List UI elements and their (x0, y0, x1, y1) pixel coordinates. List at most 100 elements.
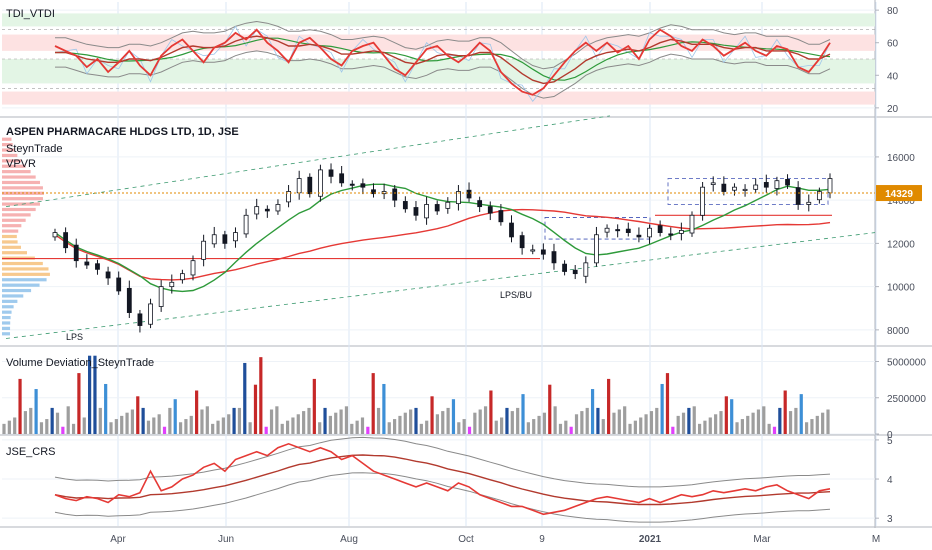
volume-bar[interactable] (628, 423, 632, 434)
volume-bar[interactable] (243, 362, 247, 434)
volume-bar[interactable] (788, 411, 793, 434)
last-price-tag[interactable] (876, 185, 922, 202)
volume-bar[interactable] (558, 423, 563, 434)
candle-body[interactable] (710, 182, 716, 185)
volume-bar[interactable] (821, 412, 825, 434)
volume-bar[interactable] (269, 409, 274, 434)
candle-body[interactable] (318, 169, 323, 197)
volume-bar[interactable] (50, 407, 54, 434)
candle-body[interactable] (190, 260, 196, 276)
volume-bar[interactable] (489, 390, 493, 435)
candle-body[interactable] (572, 269, 578, 275)
candle-body[interactable] (211, 234, 217, 245)
price-axis[interactable]: 8060402016000140001200010000800050000002… (875, 6, 926, 525)
volume-bar[interactable] (61, 426, 65, 434)
volume-bar[interactable] (285, 420, 290, 434)
volume-bar[interactable] (451, 399, 456, 434)
volume-bar[interactable] (312, 378, 316, 434)
volume-bar[interactable] (350, 423, 354, 434)
volume-bar[interactable] (275, 406, 279, 434)
volume-bar[interactable] (13, 417, 17, 434)
candle-body[interactable] (95, 263, 100, 270)
candle-body[interactable] (827, 178, 833, 194)
volume-bar[interactable] (516, 407, 520, 434)
volume-bar[interactable] (93, 355, 97, 434)
volume-bar[interactable] (799, 394, 803, 434)
volume-bar[interactable] (414, 407, 418, 434)
volume-bar[interactable] (564, 420, 568, 434)
candle-body[interactable] (445, 201, 451, 209)
candle-body[interactable] (264, 208, 270, 212)
candle-body[interactable] (487, 206, 493, 214)
volume-bar[interactable] (623, 406, 627, 434)
volume-bar[interactable] (253, 384, 258, 434)
volume-bar[interactable] (633, 420, 637, 434)
candle-body[interactable] (636, 234, 642, 238)
candle-body[interactable] (201, 240, 207, 260)
volume-bar[interactable] (665, 373, 670, 434)
volume-bar[interactable] (409, 409, 413, 434)
volume-bar[interactable] (510, 411, 514, 434)
candle-body[interactable] (254, 206, 260, 215)
candle-body[interactable] (169, 281, 175, 288)
volume-bar[interactable] (39, 422, 44, 434)
candle-body[interactable] (349, 183, 355, 186)
volume-bar[interactable] (360, 417, 365, 434)
volume-bar[interactable] (339, 409, 343, 434)
volume-bar[interactable] (500, 417, 504, 434)
volume-bar[interactable] (505, 407, 509, 434)
candle-body[interactable] (700, 186, 706, 216)
candle-body[interactable] (509, 222, 514, 238)
volume-bar[interactable] (419, 423, 423, 434)
candle-body[interactable] (148, 303, 153, 325)
volume-bar[interactable] (173, 399, 177, 434)
volume-bar[interactable] (596, 407, 600, 434)
volume-bar[interactable] (494, 420, 498, 434)
volume-bar[interactable] (114, 419, 118, 434)
volume-bar[interactable] (783, 390, 787, 435)
candle-body[interactable] (519, 235, 525, 249)
volume-bar[interactable] (146, 420, 151, 434)
volume-bar[interactable] (462, 419, 466, 434)
candle-body[interactable] (73, 244, 79, 262)
candle-body[interactable] (434, 204, 440, 212)
candle-body[interactable] (307, 176, 313, 195)
volume-bar[interactable] (446, 407, 450, 434)
volume-bar[interactable] (259, 357, 263, 434)
volume-bar[interactable] (162, 426, 167, 434)
candle-body[interactable] (625, 228, 631, 233)
candle-body[interactable] (498, 210, 504, 223)
volume-bar[interactable] (735, 422, 739, 434)
volume-bar[interactable] (205, 406, 209, 434)
volume-bar[interactable] (756, 409, 761, 434)
volume-bar[interactable] (323, 407, 327, 434)
candle-body[interactable] (286, 191, 291, 203)
candle-body[interactable] (466, 189, 472, 199)
volume-bar[interactable] (307, 407, 311, 434)
candle-body[interactable] (84, 261, 90, 266)
volume-bar[interactable] (189, 415, 193, 434)
volume-bar[interactable] (467, 426, 472, 434)
volume-bar[interactable] (168, 407, 172, 434)
candle-body[interactable] (296, 178, 302, 194)
volume-bar[interactable] (435, 414, 440, 434)
volume-bar[interactable] (216, 420, 220, 434)
volume-bar[interactable] (264, 426, 268, 434)
volume-bar[interactable] (387, 422, 391, 434)
candle-body[interactable] (116, 277, 122, 292)
volume-bar[interactable] (740, 419, 744, 434)
candle-body[interactable] (604, 227, 610, 233)
volume-bar[interactable] (548, 384, 552, 434)
candle-body[interactable] (742, 188, 748, 191)
volume-bar[interactable] (366, 426, 370, 434)
volume-bar[interactable] (826, 409, 830, 434)
volume-bar[interactable] (730, 399, 734, 434)
candle-body[interactable] (583, 262, 589, 277)
candle-body[interactable] (774, 180, 780, 189)
candle-body[interactable] (816, 191, 822, 201)
volume-bar[interactable] (248, 422, 252, 434)
candle-body[interactable] (540, 249, 546, 255)
volume-bar[interactable] (644, 414, 648, 434)
volume-bar[interactable] (382, 383, 386, 434)
volume-bar[interactable] (296, 414, 300, 434)
